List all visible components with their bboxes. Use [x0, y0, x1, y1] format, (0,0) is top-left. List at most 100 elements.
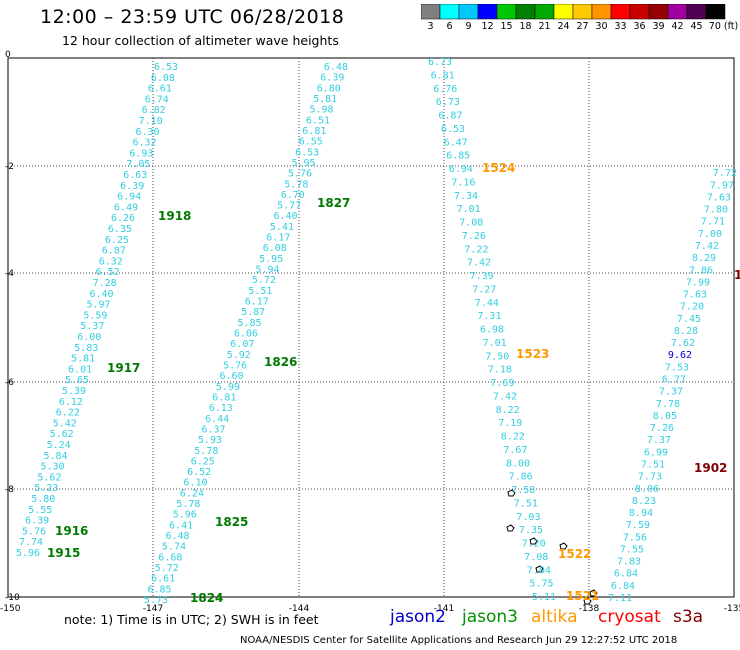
wave-height-value: 6.52 — [187, 467, 211, 478]
wave-height-value: 6.82 — [142, 105, 166, 116]
latitude-tick-label: -2 — [5, 162, 14, 172]
color-scale-bar — [421, 4, 726, 20]
pass-time-label: 1917 — [107, 361, 140, 375]
page-title: 12:00 – 23:59 UTC 06/28/2018 — [40, 6, 345, 28]
wave-height-value: 5.11 — [532, 592, 556, 603]
wave-height-value: 5.78 — [194, 446, 218, 457]
wave-height-value: 5.77 — [277, 201, 301, 212]
wave-height-value: 7.34 — [454, 191, 478, 202]
wave-height-value: 6.93 — [129, 148, 153, 159]
wave-height-value: 6.41 — [169, 520, 193, 531]
wave-height-value: 5.39 — [62, 386, 86, 397]
wave-height-value: 5.76 — [223, 360, 247, 371]
wave-height-value: 6.06 — [234, 329, 258, 340]
wave-height-value: 7.86 — [689, 265, 713, 276]
wave-height-value: 6.81 — [212, 392, 236, 403]
longitude-tick-label: -135 — [724, 604, 740, 614]
wave-height-value: 7.44 — [475, 298, 499, 309]
wave-height-value: 6.87 — [102, 246, 126, 257]
wave-height-value: 8.05 — [653, 411, 677, 422]
wave-height-value: 6.35 — [108, 224, 132, 235]
pass-time-label-clipped: 1 — [734, 268, 740, 282]
wave-height-value: 6.47 — [444, 137, 468, 148]
pass-time-label: 1918 — [158, 209, 191, 223]
island-outline — [559, 542, 568, 550]
island-outline — [529, 537, 538, 545]
color-scale-label: 12 — [481, 21, 494, 32]
wave-height-value: 5.73 — [144, 595, 168, 606]
wave-height-value: 6.25 — [191, 456, 215, 467]
wave-height-value: 7.62 — [671, 338, 695, 349]
longitude-tick-label: -138 — [579, 604, 600, 614]
pass-time-label: 1825 — [215, 515, 248, 529]
wave-height-value: 8.28 — [674, 326, 698, 337]
wave-height-value: 6.76 — [433, 84, 457, 95]
wave-height-value: 5.96 — [173, 510, 197, 521]
color-scale-label: 15 — [500, 21, 513, 32]
wave-height-value: 6.60 — [220, 371, 244, 382]
wave-height-value: 7.45 — [677, 314, 701, 325]
color-scale-label: 18 — [519, 21, 532, 32]
wave-height-value: 5.98 — [310, 105, 334, 116]
wave-height-value: 5.92 — [227, 350, 251, 361]
color-scale-label: 30 — [595, 21, 608, 32]
satellite-jason3-label: jason3 — [462, 607, 518, 627]
wave-height-value: 6.99 — [644, 447, 668, 458]
wave-height-value: 6.07 — [230, 339, 254, 350]
wave-height-value: 7.42 — [695, 241, 719, 252]
color-scale-label: 36 — [633, 21, 646, 32]
wave-height-value: 7.01 — [457, 204, 481, 215]
wave-height-value: 6.32 — [99, 256, 123, 267]
wave-height-value: 7.35 — [519, 525, 543, 536]
wave-height-value: 5.94 — [256, 265, 280, 276]
wave-height-value: 7.50 — [485, 351, 509, 362]
wave-height-value: 6.08 — [151, 73, 175, 84]
latitude-tick-label: -6 — [5, 378, 14, 388]
wave-height-value: 6.80 — [317, 83, 341, 94]
wave-height-value: 6.85 — [446, 151, 470, 162]
wave-height-value: 7.39 — [470, 271, 494, 282]
wave-height-value: 6.52 — [96, 267, 120, 278]
pass-time-label: 1915 — [47, 546, 80, 560]
wave-height-value: 6.94 — [449, 164, 473, 175]
wave-height-value: 6.98 — [480, 325, 504, 336]
wave-height-value: 7.26 — [650, 423, 674, 434]
wave-height-value: 6.39 — [25, 516, 49, 527]
wave-height-value: 6.08 — [263, 243, 287, 254]
wave-height-value: 7.63 — [683, 290, 707, 301]
wave-height-value: 5.41 — [270, 222, 294, 233]
wave-height-value: 5.99 — [216, 382, 240, 393]
wave-height-value: 6.40 — [90, 289, 114, 300]
wave-height-value: 6.17 — [245, 297, 269, 308]
wave-height-value: 6.37 — [202, 424, 226, 435]
wave-height-value: 5.62 — [50, 429, 74, 440]
wave-height-value: 6.30 — [136, 127, 160, 138]
wave-height-value: 5.51 — [248, 286, 272, 297]
wave-height-value: 7.73 — [638, 472, 662, 483]
wave-height-value: 7.37 — [647, 435, 671, 446]
island-outline — [589, 589, 598, 597]
wave-height-value: 6.53 — [154, 62, 178, 73]
wave-height-value: 6.53 — [295, 147, 319, 158]
wave-height-value: 7.63 — [707, 192, 731, 203]
wave-height-value: 8.22 — [501, 432, 525, 443]
wave-height-value: 6.12 — [59, 397, 83, 408]
wave-height-value: 6.49 — [114, 202, 138, 213]
wave-height-value: 7.28 — [93, 278, 117, 289]
wave-height-value: 7.37 — [659, 387, 683, 398]
latitude-tick-label: -10 — [5, 593, 20, 603]
wave-height-value: 7.18 — [488, 365, 512, 376]
longitude-tick-label: -150 — [0, 604, 21, 614]
island-outline — [506, 524, 515, 532]
wave-height-value: 5.78 — [176, 499, 200, 510]
wave-height-value: 5.72 — [252, 275, 276, 286]
wave-height-value: 6.51 — [306, 115, 330, 126]
credit-line: NOAA/NESDIS Center for Satellite Applica… — [240, 635, 678, 646]
wave-height-value: 6.55 — [299, 137, 323, 148]
footnote: note: 1) Time is in UTC; 2) SWH is in fe… — [64, 612, 319, 627]
wave-height-value: 6.10 — [184, 478, 208, 489]
color-scale-label: 27 — [576, 21, 589, 32]
wave-height-value: 6.94 — [117, 192, 141, 203]
wave-height-value: 7.58 — [511, 485, 535, 496]
color-scale-label: 9 — [465, 21, 472, 32]
